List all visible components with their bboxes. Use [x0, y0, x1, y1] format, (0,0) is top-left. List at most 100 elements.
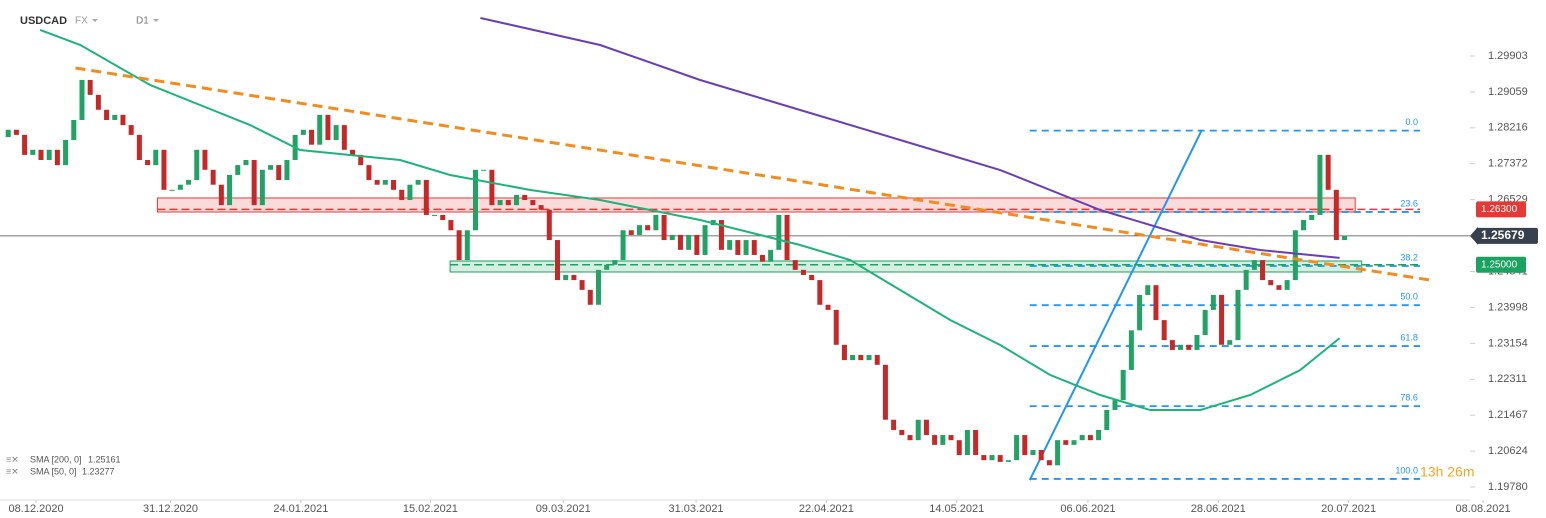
- candle: [522, 194, 528, 201]
- fib-label: 78.6: [1400, 392, 1418, 402]
- candle: [1235, 289, 1241, 341]
- candle: [1333, 189, 1339, 241]
- y-tick-label: 1.21467: [1488, 409, 1528, 421]
- candle: [1268, 280, 1274, 286]
- candle: [718, 220, 724, 250]
- symbol[interactable]: USDCAD: [20, 15, 67, 27]
- candle: [1014, 435, 1020, 461]
- candle: [858, 355, 864, 361]
- fib-label: 100.0: [1395, 465, 1418, 475]
- sma-line: [39, 29, 1341, 412]
- candle: [79, 79, 85, 120]
- market[interactable]: FX: [75, 16, 88, 27]
- candle: [1202, 309, 1208, 336]
- candle: [382, 180, 388, 185]
- candle: [333, 125, 339, 140]
- candle: [423, 180, 429, 215]
- candle: [54, 149, 60, 166]
- fib-label: 38.2: [1400, 252, 1418, 262]
- y-tick-label: 1.22311: [1488, 373, 1527, 385]
- candle: [817, 280, 823, 305]
- x-tick-label: 24.01.2021: [273, 503, 328, 515]
- x-tick-label: 22.04.2021: [799, 503, 854, 515]
- candle: [743, 240, 749, 255]
- candle: [120, 114, 126, 126]
- timer: 13h 26m: [1420, 464, 1474, 480]
- price-tag-label: 1.25679: [1481, 228, 1525, 242]
- candle: [194, 149, 200, 181]
- candle: [1243, 269, 1249, 290]
- candle: [341, 125, 347, 150]
- x-tick-label: 15.02.2021: [403, 503, 458, 515]
- candle: [1260, 260, 1266, 281]
- x-tick-label: 28.06.2021: [1191, 503, 1246, 515]
- legend-value: 1.23277: [82, 466, 115, 476]
- candle: [46, 149, 52, 161]
- legend-name: SMA [200, 0]: [30, 454, 82, 464]
- x-tick-label: 31.12.2020: [143, 503, 198, 515]
- fib-label: 0.0: [1405, 117, 1418, 127]
- candle: [13, 129, 19, 135]
- candle: [850, 355, 856, 361]
- candle: [997, 455, 1003, 462]
- candle: [497, 200, 503, 206]
- x-tick-label: 08.08.2021: [1456, 503, 1511, 515]
- candle: [186, 180, 192, 185]
- candle: [759, 254, 765, 262]
- candle: [259, 169, 265, 206]
- candle: [63, 139, 69, 166]
- candle: [366, 165, 372, 181]
- price-tag: [1476, 256, 1526, 273]
- candle: [456, 230, 462, 261]
- candle: [800, 269, 806, 275]
- candle: [161, 149, 167, 190]
- candle: [1079, 435, 1085, 441]
- y-tick-label: 1.20624: [1488, 445, 1528, 457]
- y-tick-label: 1.29059: [1488, 86, 1528, 98]
- candle: [554, 240, 560, 281]
- candle: [1342, 235, 1348, 241]
- candle: [276, 165, 282, 181]
- candle: [907, 435, 913, 441]
- candle: [653, 214, 659, 231]
- candle: [227, 174, 233, 206]
- candle: [251, 160, 257, 206]
- candle: [1178, 344, 1184, 350]
- candle: [1038, 449, 1044, 461]
- x-tick-label: 14.05.2021: [929, 503, 984, 515]
- candle: [973, 429, 979, 456]
- candle: [604, 264, 610, 270]
- candle: [407, 184, 413, 201]
- sma-line: [480, 16, 1340, 259]
- candle: [882, 364, 888, 420]
- candle: [923, 419, 929, 436]
- candle: [702, 225, 708, 255]
- candle: [899, 429, 905, 436]
- candle: [841, 344, 847, 361]
- candle: [1317, 154, 1323, 215]
- candle: [309, 129, 315, 145]
- candle: [218, 184, 224, 206]
- candle: [300, 129, 306, 135]
- candle: [1153, 285, 1159, 321]
- zone: [156, 197, 1356, 213]
- candle: [636, 225, 642, 235]
- candle: [22, 134, 28, 155]
- dropdown-arrows: [92, 19, 159, 22]
- candle: [30, 149, 36, 155]
- candle: [210, 169, 216, 185]
- legend-value: 1.25161: [88, 454, 121, 464]
- candle: [932, 435, 938, 445]
- candle: [513, 194, 519, 206]
- candle: [317, 114, 323, 145]
- candle: [38, 149, 44, 161]
- candle: [809, 274, 815, 281]
- candle: [391, 180, 397, 190]
- candle: [1325, 154, 1331, 190]
- candle: [268, 165, 274, 170]
- candle: [136, 134, 142, 161]
- timeframe[interactable]: D1: [136, 16, 149, 27]
- candle: [874, 355, 880, 365]
- candle: [792, 260, 798, 270]
